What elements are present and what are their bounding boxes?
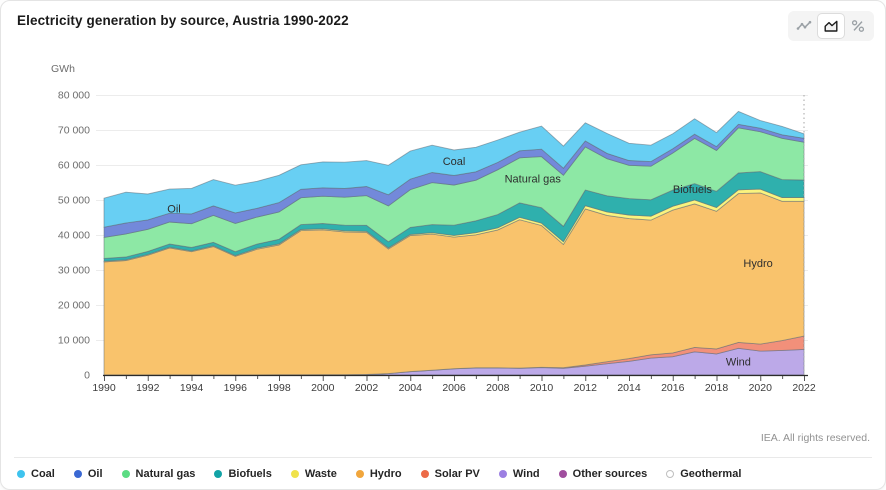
svg-text:40 000: 40 000 [58, 230, 90, 242]
series-labels: Oil Coal Natural gas Biofuels Hydro Wind [167, 156, 772, 369]
legend-item-natural-gas[interactable]: Natural gas [121, 468, 196, 480]
chart-type-toolbar [788, 11, 874, 41]
legend-dot-solar-pv-icon [420, 470, 429, 478]
percent-icon [851, 20, 865, 32]
svg-text:2010: 2010 [530, 382, 554, 394]
svg-text:Hydro: Hydro [743, 258, 772, 270]
legend-label: Oil [87, 468, 103, 480]
legend-label: Coal [31, 468, 55, 480]
svg-text:1998: 1998 [267, 382, 291, 394]
svg-text:20 000: 20 000 [58, 300, 90, 312]
svg-text:Oil: Oil [167, 203, 180, 215]
legend-label: Hydro [369, 468, 402, 480]
svg-text:2020: 2020 [749, 382, 773, 394]
svg-text:80 000: 80 000 [58, 90, 90, 102]
y-axis-unit-label: GWh [51, 63, 75, 75]
svg-text:1992: 1992 [136, 382, 160, 394]
legend-divider [14, 457, 872, 458]
area-coal[interactable]: Coal [103, 110, 805, 228]
svg-text:Natural gas: Natural gas [505, 174, 562, 186]
legend-dot-biofuels-icon [214, 470, 223, 478]
legend-label: Geothermal [680, 468, 742, 480]
area-chart-button[interactable] [818, 14, 844, 38]
legend: Coal Oil Natural gas Biofuels Waste Hydro Sola… [17, 465, 875, 483]
svg-text:1996: 1996 [224, 382, 248, 394]
svg-text:2016: 2016 [661, 382, 685, 394]
legend-dot-geothermal-icon [666, 470, 675, 478]
line-chart-button[interactable] [791, 14, 817, 38]
svg-text:2008: 2008 [486, 382, 510, 394]
legend-label: Waste [304, 468, 337, 480]
legend-dot-hydro-icon [355, 470, 364, 478]
svg-text:Wind: Wind [726, 357, 751, 369]
svg-text:2014: 2014 [617, 382, 641, 394]
legend-label: Natural gas [135, 468, 196, 480]
line-chart-icon [796, 20, 812, 30]
legend-dot-natural-gas-icon [121, 470, 130, 478]
x-axis: 1990 1992 1994 1996 1998 2000 2002 2004 2006 2008… [92, 374, 816, 394]
legend-item-waste[interactable]: Waste [290, 468, 337, 480]
legend-item-hydro[interactable]: Hydro [355, 468, 402, 480]
svg-text:2000: 2000 [311, 382, 335, 394]
legend-item-coal[interactable]: Coal [17, 468, 55, 480]
svg-text:1990: 1990 [92, 382, 116, 394]
stacked-areas: GeothermalOther sourcesWindSolar PVHydro… [103, 110, 805, 376]
svg-text:Coal: Coal [443, 156, 466, 168]
svg-text:70 000: 70 000 [58, 125, 90, 137]
svg-text:50 000: 50 000 [58, 195, 90, 207]
legend-dot-coal-icon [17, 470, 25, 478]
legend-item-biofuels[interactable]: Biofuels [214, 468, 272, 480]
svg-text:1994: 1994 [180, 382, 204, 394]
legend-item-geothermal[interactable]: Geothermal [666, 468, 741, 480]
percent-button[interactable] [845, 14, 871, 38]
legend-item-oil[interactable]: Oil [73, 468, 103, 480]
svg-text:2006: 2006 [442, 382, 466, 394]
legend-dot-wind-icon [498, 470, 507, 478]
legend-dot-oil-icon [73, 470, 82, 478]
svg-text:10 000: 10 000 [58, 335, 90, 347]
legend-label: Wind [512, 468, 540, 480]
svg-text:2022: 2022 [792, 382, 816, 394]
area-chart-icon [824, 20, 838, 32]
legend-label: Solar PV [434, 468, 480, 480]
legend-dot-waste-icon [290, 470, 299, 478]
svg-text:Biofuels: Biofuels [673, 184, 713, 196]
legend-dot-other-sources-icon [558, 470, 567, 478]
legend-item-wind[interactable]: Wind [498, 468, 540, 480]
legend-item-solar-pv[interactable]: Solar PV [420, 468, 480, 480]
chart-title: Electricity generation by source, Austri… [17, 13, 349, 28]
stacked-area-chart[interactable]: 10 000 20 000 30 000 40 000 50 000 60 000 70 0… [1, 1, 886, 456]
svg-text:30 000: 30 000 [58, 265, 90, 277]
legend-label: Biofuels [228, 468, 272, 480]
svg-text:60 000: 60 000 [58, 160, 90, 172]
legend-item-other-sources[interactable]: Other sources [558, 468, 648, 480]
legend-label: Other sources [572, 468, 648, 480]
copyright-note: IEA. All rights reserved. [760, 432, 870, 444]
svg-text:2004: 2004 [399, 382, 423, 394]
svg-text:2012: 2012 [574, 382, 598, 394]
svg-text:2002: 2002 [355, 382, 379, 394]
svg-text:2018: 2018 [705, 382, 729, 394]
svg-text:0: 0 [84, 370, 90, 382]
